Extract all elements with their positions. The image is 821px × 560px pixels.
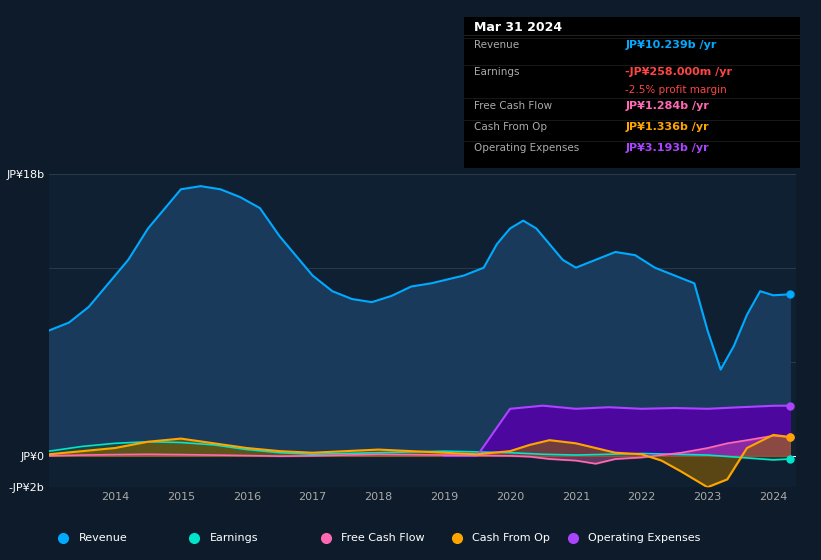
Text: Revenue: Revenue	[79, 533, 127, 543]
Text: Earnings: Earnings	[210, 533, 259, 543]
Text: Cash From Op: Cash From Op	[472, 533, 550, 543]
Text: -2.5% profit margin: -2.5% profit margin	[626, 86, 727, 95]
Text: Operating Expenses: Operating Expenses	[474, 143, 579, 153]
Text: Earnings: Earnings	[474, 67, 520, 77]
Text: Revenue: Revenue	[474, 40, 519, 50]
Text: Free Cash Flow: Free Cash Flow	[474, 101, 552, 110]
Text: Operating Expenses: Operating Expenses	[588, 533, 700, 543]
Text: Cash From Op: Cash From Op	[474, 122, 547, 132]
Text: Mar 31 2024: Mar 31 2024	[474, 21, 562, 34]
Text: JP¥10.239b /yr: JP¥10.239b /yr	[626, 40, 717, 50]
Text: JP¥1.284b /yr: JP¥1.284b /yr	[626, 101, 709, 110]
Text: -JP¥258.000m /yr: -JP¥258.000m /yr	[626, 67, 732, 77]
Text: JP¥3.193b /yr: JP¥3.193b /yr	[626, 143, 709, 153]
Text: Free Cash Flow: Free Cash Flow	[341, 533, 424, 543]
Text: JP¥1.336b /yr: JP¥1.336b /yr	[626, 122, 709, 132]
